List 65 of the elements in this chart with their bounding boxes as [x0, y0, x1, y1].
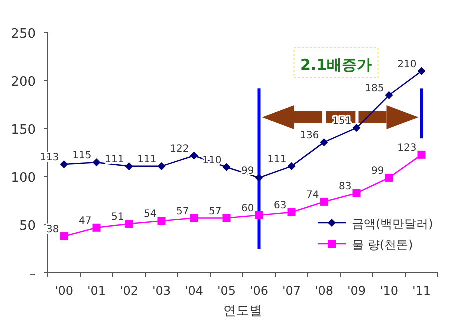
x-tick-label: '00	[54, 284, 74, 298]
y-tick-label: –	[30, 267, 36, 282]
x-tick-label: '05	[217, 284, 236, 298]
data-label: 99	[372, 166, 384, 177]
y-tick-label: 50	[19, 219, 36, 234]
point	[418, 67, 426, 76]
x-tick-label: '09	[347, 284, 366, 298]
data-label: 122	[170, 144, 190, 155]
x-tick-label: '01	[87, 284, 106, 298]
point	[352, 189, 361, 198]
data-label: 111	[105, 154, 124, 166]
data-label: 74	[306, 190, 320, 201]
point	[92, 158, 101, 167]
x-tick-label: '07	[282, 284, 302, 298]
legend-label: 물 량(천톤)	[352, 238, 414, 252]
point	[190, 152, 198, 160]
point	[418, 150, 426, 159]
data-label: 57	[176, 206, 190, 218]
x-tick-label: '03	[152, 284, 172, 298]
data-label: 123	[398, 142, 417, 154]
x-tick-label: '08	[314, 284, 334, 298]
annotation: 2.1배증가	[300, 56, 372, 74]
point	[255, 211, 264, 220]
data-label: 111	[138, 154, 157, 166]
x-tick-label: '04	[184, 284, 204, 298]
point	[222, 163, 231, 172]
x-tick-label: '06	[250, 284, 269, 298]
data-label: 210	[398, 59, 417, 70]
point	[158, 162, 166, 170]
y-tick-label: 150	[11, 123, 36, 138]
point	[125, 162, 134, 170]
point	[125, 220, 134, 228]
data-label: 57	[209, 206, 222, 218]
point	[320, 198, 328, 206]
point	[288, 208, 296, 217]
data-label: 54	[144, 209, 157, 220]
data-label: 115	[72, 150, 92, 162]
point	[320, 138, 328, 146]
data-label: 51	[112, 212, 124, 224]
y-tick-label: 250	[11, 27, 36, 42]
point	[255, 174, 264, 182]
y-tick-label: 100	[11, 171, 36, 186]
point	[158, 217, 166, 226]
data-label: 136	[300, 130, 320, 142]
point	[385, 174, 394, 182]
legend-label: 금액(백만달러)	[352, 217, 434, 231]
data-label: 63	[274, 200, 287, 212]
x-tick-label: '02	[120, 284, 139, 298]
point	[60, 160, 68, 169]
point	[92, 224, 101, 232]
data-label: 185	[365, 83, 384, 94]
data-label: 83	[339, 181, 352, 192]
point	[385, 91, 394, 100]
y-tick-label: 200	[11, 75, 36, 90]
x-axis-title: 연도별	[224, 304, 262, 319]
point	[222, 214, 231, 222]
data-label: 47	[79, 216, 92, 227]
point	[288, 162, 296, 170]
data-label: 60	[242, 203, 254, 214]
point	[60, 232, 68, 241]
point	[352, 124, 361, 132]
x-tick-label: '10	[380, 284, 399, 298]
point	[190, 214, 198, 222]
x-tick-label: '11	[412, 284, 432, 298]
data-label: 111	[268, 154, 287, 166]
